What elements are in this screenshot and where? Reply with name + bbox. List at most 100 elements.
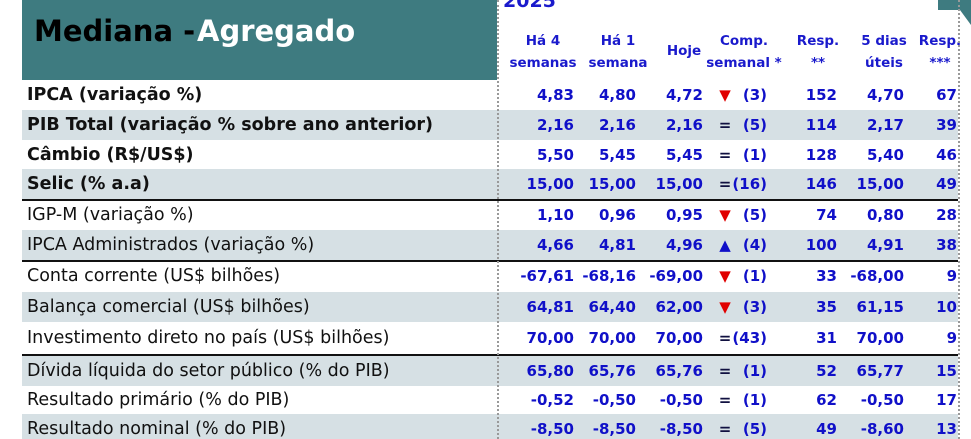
cell-value: 15,00 bbox=[655, 175, 703, 193]
cell-value: 10 bbox=[936, 298, 957, 316]
table-row: Balança comercial (US$ bilhões) 64,81 64,4… bbox=[22, 292, 958, 322]
cell-value: 62,00 bbox=[655, 298, 703, 316]
title-part: Mediana - bbox=[34, 14, 196, 48]
column-header-line: 5 dias bbox=[861, 33, 907, 49]
cell-value: 2,16 bbox=[536, 116, 574, 134]
cell-value: 15 bbox=[936, 362, 957, 380]
cell-value: 152 bbox=[805, 86, 837, 104]
column-divider bbox=[497, 0, 499, 439]
table-row: IPCA Administrados (variação %) 4,66 4,81 4… bbox=[22, 230, 958, 260]
row-label: IPCA Administrados (variação %) bbox=[27, 235, 315, 255]
cell-value: (5) bbox=[742, 206, 767, 224]
row-label: IPCA (variação %) bbox=[27, 85, 203, 105]
trend-icon: ▲ bbox=[719, 236, 731, 254]
cell-value: 70,00 bbox=[856, 329, 904, 347]
column-header-line: semana bbox=[588, 55, 648, 71]
column-header-line: úteis bbox=[865, 55, 903, 71]
column-header-line: semanal * bbox=[706, 55, 782, 71]
cell-value: 4,72 bbox=[665, 86, 703, 104]
cell-value: 0,95 bbox=[665, 206, 703, 224]
row-label: Resultado nominal (% do PIB) bbox=[27, 419, 287, 439]
column-header: Resp. *** bbox=[900, 30, 971, 74]
cell-value: 52 bbox=[816, 362, 837, 380]
cell-value: 70,00 bbox=[655, 329, 703, 347]
table-row: IGP-M (variação %) 1,10 0,96 0,95 ▼ (5) 74 0,80… bbox=[22, 200, 958, 230]
group-separator bbox=[22, 199, 958, 201]
column-header: Hoje bbox=[644, 40, 724, 62]
cell-value: 4,80 bbox=[598, 86, 636, 104]
cell-value: -8,60 bbox=[860, 420, 904, 438]
column-header-line: Resp. bbox=[796, 33, 840, 49]
cell-value: 49 bbox=[816, 420, 837, 438]
column-header: Há 4 semanas bbox=[503, 30, 583, 74]
cell-value: 0,80 bbox=[866, 206, 904, 224]
cell-value: -68,00 bbox=[850, 267, 904, 285]
column-header: Resp. ** bbox=[778, 30, 858, 74]
cell-value: 5,50 bbox=[536, 146, 574, 164]
cell-value: 65,80 bbox=[526, 362, 574, 380]
group-separator bbox=[22, 260, 958, 262]
trend-icon: ▼ bbox=[719, 267, 731, 285]
table-row: Dívida líquida do setor público (% do PI… bbox=[22, 356, 958, 386]
cell-value: 114 bbox=[805, 116, 837, 134]
cell-value: -8,50 bbox=[592, 420, 636, 438]
table-row: IPCA (variação %) 4,83 4,80 4,72 ▼ (3) 152 4,70… bbox=[22, 80, 958, 110]
year: 2025 bbox=[503, 0, 556, 12]
row-label: Resultado primário (% do PIB) bbox=[27, 390, 290, 410]
cell-value: 33 bbox=[816, 267, 837, 285]
column-header-line: semanas bbox=[509, 55, 577, 71]
cell-value: (1) bbox=[742, 146, 767, 164]
column-header: Há 1 semana bbox=[578, 30, 658, 74]
trend-icon: ▼ bbox=[719, 86, 731, 104]
cell-value: -0,50 bbox=[592, 391, 636, 409]
cell-value: 2,16 bbox=[665, 116, 703, 134]
cell-value: -67,61 bbox=[520, 267, 574, 285]
table-row: Câmbio (R$/US$) 5,50 5,45 5,45 = (1) 128 5,40 46 bbox=[22, 140, 958, 170]
cell-value: 70,00 bbox=[588, 329, 636, 347]
cell-value: 70,00 bbox=[526, 329, 574, 347]
cell-value: (43) bbox=[732, 329, 767, 347]
cell-value: 15,00 bbox=[856, 175, 904, 193]
cell-value: 100 bbox=[805, 236, 837, 254]
cell-value: 65,76 bbox=[655, 362, 703, 380]
cell-value: 1,10 bbox=[536, 206, 574, 224]
cell-value: 2,16 bbox=[598, 116, 636, 134]
column-header-line: Hoje bbox=[666, 43, 702, 59]
table-row: Investimento direto no país (US$ bilhões… bbox=[22, 323, 958, 353]
column-divider bbox=[958, 0, 960, 439]
group-separator bbox=[22, 354, 958, 356]
row-label: Investimento direto no país (US$ bilhões… bbox=[27, 328, 390, 348]
column-header-line: ** bbox=[810, 55, 826, 71]
trend-icon: = bbox=[718, 362, 732, 380]
cell-value: 65,76 bbox=[588, 362, 636, 380]
row-label: IGP-M (variação %) bbox=[27, 205, 194, 225]
cell-value: 15,00 bbox=[588, 175, 636, 193]
cell-value: 128 bbox=[805, 146, 837, 164]
cell-value: -69,00 bbox=[649, 267, 703, 285]
cell-value: 4,66 bbox=[536, 236, 574, 254]
table-row: Conta corrente (US$ bilhões) -67,61 -68,16… bbox=[22, 261, 958, 291]
cell-value: (3) bbox=[742, 86, 767, 104]
cell-value: 5,45 bbox=[665, 146, 703, 164]
row-label: Dívida líquida do setor público (% do PI… bbox=[27, 361, 390, 381]
cell-value: -8,50 bbox=[530, 420, 574, 438]
cell-value: (3) bbox=[742, 298, 767, 316]
trend-icon: = bbox=[718, 116, 732, 134]
trend-icon: = bbox=[718, 420, 732, 438]
cell-value: 35 bbox=[816, 298, 837, 316]
cell-value: 4,96 bbox=[665, 236, 703, 254]
cell-value: (5) bbox=[742, 116, 767, 134]
column-header: Comp. semanal * bbox=[704, 30, 784, 74]
table-row: PIB Total (variação % sobre ano anterior… bbox=[22, 110, 958, 140]
trend-icon: ▼ bbox=[719, 206, 731, 224]
row-label: Balança comercial (US$ bilhões) bbox=[27, 297, 310, 317]
row-label: PIB Total (variação % sobre ano anterior… bbox=[27, 115, 433, 135]
title-band bbox=[22, 0, 497, 80]
cell-value: -0,52 bbox=[530, 391, 574, 409]
cell-value: (1) bbox=[742, 362, 767, 380]
cell-value: 9 bbox=[946, 329, 957, 347]
cell-value: (4) bbox=[742, 236, 767, 254]
cell-value: 5,45 bbox=[598, 146, 636, 164]
table-row: Resultado nominal (% do PIB) -8,50 -8,50 -8… bbox=[22, 414, 958, 439]
